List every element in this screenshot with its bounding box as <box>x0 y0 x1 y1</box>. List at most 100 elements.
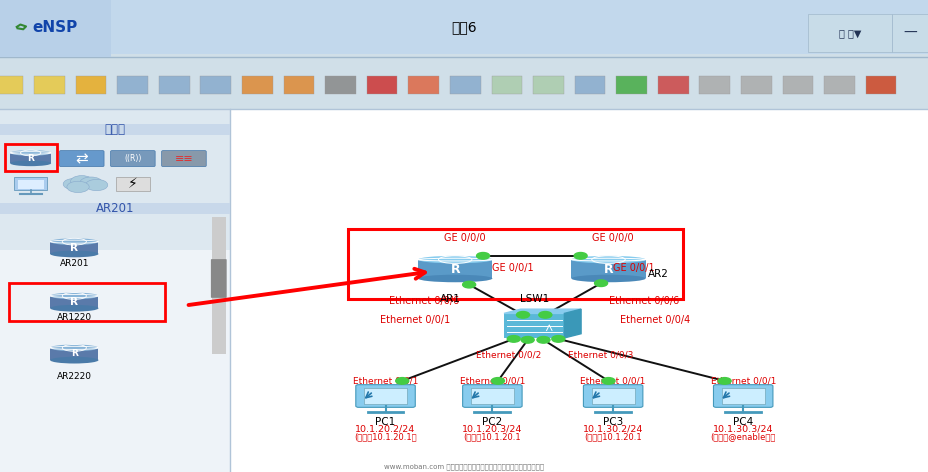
FancyBboxPatch shape <box>59 151 104 167</box>
Bar <box>76 76 107 94</box>
Text: AR2: AR2 <box>647 269 667 279</box>
Bar <box>0 76 23 94</box>
FancyBboxPatch shape <box>110 151 155 167</box>
Bar <box>50 296 98 308</box>
Ellipse shape <box>50 251 98 257</box>
Circle shape <box>63 178 85 190</box>
Bar <box>18 180 44 189</box>
Text: ⇄: ⇄ <box>75 151 88 166</box>
Bar <box>0 54 928 109</box>
Text: Ethernet 0/0/1: Ethernet 0/0/1 <box>353 377 418 386</box>
Text: 菜 单▼: 菜 单▼ <box>838 28 860 38</box>
Ellipse shape <box>571 256 645 263</box>
Circle shape <box>476 253 489 259</box>
Text: —: — <box>903 26 916 40</box>
Bar <box>50 348 98 360</box>
Circle shape <box>71 176 93 187</box>
Bar <box>10 153 51 163</box>
Circle shape <box>516 312 529 318</box>
Bar <box>325 76 355 94</box>
Text: Ethernet 0/0/2: Ethernet 0/0/2 <box>475 350 540 360</box>
Circle shape <box>67 181 89 193</box>
Text: (网关：10.1.20.1）: (网关：10.1.20.1） <box>354 432 417 441</box>
Circle shape <box>594 280 607 287</box>
Ellipse shape <box>10 150 51 156</box>
Bar <box>348 229 682 299</box>
FancyBboxPatch shape <box>211 259 226 298</box>
Circle shape <box>551 336 564 342</box>
Ellipse shape <box>50 305 98 312</box>
Text: (网关：@enable佳妮: (网关：@enable佳妮 <box>710 432 775 441</box>
Bar <box>591 388 634 404</box>
Bar <box>14 177 47 190</box>
Text: Ethernet 0/0/1: Ethernet 0/0/1 <box>380 315 450 325</box>
Ellipse shape <box>571 275 645 282</box>
Bar <box>0 124 230 135</box>
FancyBboxPatch shape <box>161 151 206 167</box>
Text: (网关：10.1.20.1: (网关：10.1.20.1 <box>584 432 641 441</box>
Text: R: R <box>603 262 612 276</box>
Bar <box>283 76 314 94</box>
Bar <box>491 76 522 94</box>
Bar <box>781 76 812 94</box>
Ellipse shape <box>50 238 98 245</box>
Bar <box>230 109 928 472</box>
Text: Ethernet 0/0/3: Ethernet 0/0/3 <box>568 350 633 360</box>
Text: PC3: PC3 <box>602 417 623 427</box>
Bar <box>0 203 230 214</box>
Bar <box>34 76 65 94</box>
Bar <box>408 76 439 94</box>
Text: AR1: AR1 <box>440 294 460 303</box>
Ellipse shape <box>418 256 492 263</box>
Bar <box>574 76 605 94</box>
Text: GE 0/0/1: GE 0/0/1 <box>612 263 654 273</box>
Text: Ethernet 0/0/6: Ethernet 0/0/6 <box>608 296 678 306</box>
Bar <box>117 76 148 94</box>
Bar <box>5 144 57 171</box>
Text: R: R <box>71 243 78 253</box>
Bar <box>657 76 688 94</box>
FancyBboxPatch shape <box>583 385 642 407</box>
Text: AR1220: AR1220 <box>57 313 92 322</box>
Circle shape <box>536 337 549 343</box>
Bar <box>533 76 563 94</box>
Bar <box>242 76 273 94</box>
Bar <box>865 76 896 94</box>
Circle shape <box>85 179 108 191</box>
Bar <box>807 14 891 52</box>
Bar <box>823 76 854 94</box>
Bar <box>9 283 165 321</box>
Bar <box>449 76 480 94</box>
Text: ⚡: ⚡ <box>128 177 137 191</box>
Text: AR2220: AR2220 <box>57 372 92 381</box>
Bar <box>0 250 230 472</box>
Text: 实阴6: 实阴6 <box>451 20 477 34</box>
Text: R: R <box>71 349 78 359</box>
Bar <box>116 177 149 191</box>
Text: R: R <box>71 297 78 307</box>
Text: 10.1.20.3/24: 10.1.20.3/24 <box>462 424 522 433</box>
Text: Ethernet 0/0/6: Ethernet 0/0/6 <box>389 296 459 306</box>
Bar <box>418 260 492 278</box>
Text: 路由器: 路由器 <box>105 123 125 136</box>
Text: 10.1.30.2/24: 10.1.30.2/24 <box>583 424 642 433</box>
Text: ≡≡: ≡≡ <box>174 153 193 164</box>
Text: GE 0/0/1: GE 0/0/1 <box>492 263 534 273</box>
Text: Ethernet 0/0/1: Ethernet 0/0/1 <box>710 377 775 386</box>
Bar <box>0 0 111 57</box>
Text: GE 0/0/0: GE 0/0/0 <box>444 233 484 243</box>
Text: GE 0/0/0: GE 0/0/0 <box>592 233 633 243</box>
Text: Ethernet 0/0/1: Ethernet 0/0/1 <box>580 377 645 386</box>
Circle shape <box>491 378 504 384</box>
Text: 10.1.20.2/24: 10.1.20.2/24 <box>355 424 415 433</box>
Bar <box>699 76 729 94</box>
Bar <box>741 76 771 94</box>
Bar <box>470 388 513 404</box>
Text: eNSP: eNSP <box>32 20 78 35</box>
FancyBboxPatch shape <box>462 385 522 407</box>
Text: AR201: AR201 <box>96 202 135 215</box>
Circle shape <box>507 336 520 342</box>
Text: Ethernet 0/0/4: Ethernet 0/0/4 <box>619 315 690 325</box>
Text: PC4: PC4 <box>732 417 753 427</box>
Bar <box>200 76 231 94</box>
